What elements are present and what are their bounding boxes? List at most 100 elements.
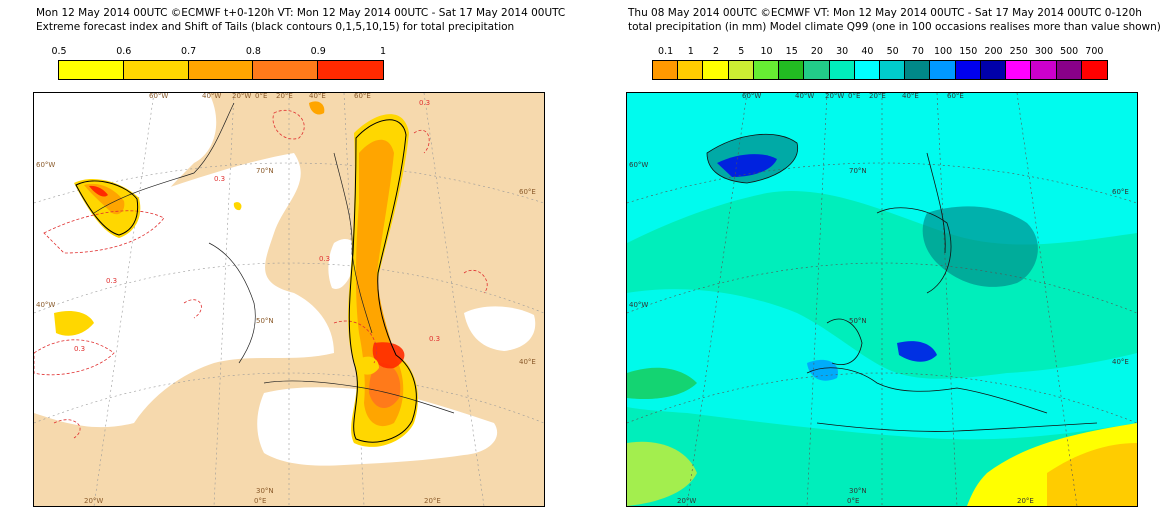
lat-label: 50°N bbox=[256, 317, 274, 325]
efi-map: 0.3 0.3 0.3 0.3 0.3 0.3 60°W 40°W bbox=[33, 92, 545, 507]
lat-label: 40°W bbox=[629, 301, 649, 309]
lat-label: 60°W bbox=[629, 161, 649, 169]
efi-legend: 0.5 0.6 0.7 0.8 0.9 1 bbox=[51, 46, 387, 80]
efi-title-line2: Extreme forecast index and Shift of Tail… bbox=[36, 21, 515, 33]
climate-graticule bbox=[627, 93, 1137, 506]
lon-label: 60°E bbox=[354, 92, 371, 100]
climate-legend-swatch bbox=[905, 61, 931, 79]
climate-legend-label: 5 bbox=[738, 46, 745, 57]
field-azores bbox=[627, 367, 697, 400]
lon-label: 20°E bbox=[869, 92, 886, 100]
lon-label: 20°W bbox=[232, 92, 252, 100]
lon-label: 20°W bbox=[84, 497, 104, 505]
lon-label: 20°E bbox=[1017, 497, 1034, 505]
lon-label: 40°E bbox=[309, 92, 326, 100]
climate-legend-swatch bbox=[1081, 61, 1107, 79]
efi-contour-labels: 0.3 0.3 0.3 0.3 0.3 0.3 bbox=[74, 99, 440, 353]
climate-legend-label: 250 bbox=[1009, 46, 1028, 57]
efi-legend-label: 0.9 bbox=[310, 46, 326, 57]
lon-label: 20°W bbox=[677, 497, 697, 505]
lon-label: 20°W bbox=[825, 92, 845, 100]
lat-label: 30°N bbox=[849, 487, 867, 495]
lon-label: 40°W bbox=[795, 92, 815, 100]
climate-panel: Thu 08 May 2014 00UTC ©ECMWF VT: Mon 12 … bbox=[582, 0, 1162, 515]
lat-label: 60°W bbox=[36, 161, 56, 169]
climate-legend-swatch bbox=[804, 61, 830, 79]
climate-map: 60°W 40°W 20°W 0°E 20°E 40°E 60°E 60°W 4… bbox=[626, 92, 1138, 507]
field-sahara-dryer bbox=[1047, 443, 1137, 506]
efi-legend-swatch bbox=[253, 61, 319, 79]
climate-legend-swatch bbox=[753, 61, 780, 79]
climate-legend-labels: 0.1 1 2 5 10 15 20 30 40 50 70 100 150 200 250 300 500 70… bbox=[652, 46, 1108, 58]
lon-label: 60°E bbox=[947, 92, 964, 100]
contour-label: 0.3 bbox=[106, 277, 117, 285]
climate-legend-swatch bbox=[728, 61, 754, 79]
lon-label: 40°E bbox=[902, 92, 919, 100]
efi-contours bbox=[34, 109, 488, 439]
climate-legend-swatch bbox=[1056, 61, 1082, 79]
lon-label: 0°E bbox=[255, 92, 268, 100]
lat-label: 40°E bbox=[519, 358, 536, 366]
efi-legend-label: 1 bbox=[379, 46, 387, 57]
efi-legend-label: 0.6 bbox=[116, 46, 132, 57]
climate-legend-swatch bbox=[653, 61, 679, 79]
climate-legend-swatch bbox=[703, 61, 729, 79]
climate-legend-swatch bbox=[930, 61, 956, 79]
climate-legend-label: 15 bbox=[785, 46, 798, 57]
climate-legend-label: 150 bbox=[959, 46, 978, 57]
lat-label: 40°W bbox=[36, 301, 56, 309]
climate-legend-label: 100 bbox=[933, 46, 953, 57]
efi-legend-swatch bbox=[188, 61, 254, 79]
efi-legend-swatch bbox=[318, 61, 383, 79]
efi-legend-label: 0.7 bbox=[181, 46, 197, 57]
lat-label: 60°E bbox=[519, 188, 536, 196]
efi-legend-swatch bbox=[123, 61, 189, 79]
efi-legend-bar bbox=[58, 60, 384, 80]
climate-legend-label: 10 bbox=[760, 46, 773, 57]
climate-legend-label: 500 bbox=[1060, 46, 1079, 57]
contour-label: 0.3 bbox=[419, 99, 430, 107]
lat-label: 60°E bbox=[1112, 188, 1129, 196]
contour-label: 0.3 bbox=[74, 345, 85, 353]
coastlines bbox=[93, 102, 455, 414]
climate-legend-label: 1 bbox=[687, 46, 694, 57]
lon-label: 60°W bbox=[742, 92, 762, 100]
climate-legend-label: 300 bbox=[1034, 46, 1054, 57]
climate-legend-label: 20 bbox=[810, 46, 823, 57]
field-greenland-max bbox=[717, 154, 777, 177]
efi-shading bbox=[54, 101, 418, 447]
efi-title-line1: Mon 12 May 2014 00UTC ©ECMWF t+0-120h VT… bbox=[36, 7, 566, 19]
lon-label: 60°W bbox=[149, 92, 169, 100]
black-sea bbox=[464, 306, 536, 351]
lon-label: 0°E bbox=[254, 497, 267, 505]
climate-legend-swatch bbox=[1031, 61, 1057, 79]
climate-legend-swatch bbox=[678, 61, 704, 79]
lat-label: 30°N bbox=[256, 487, 274, 495]
efi-legend-swatch bbox=[59, 61, 124, 79]
climate-legend: 0.1 1 2 5 10 15 20 30 40 50 70 100 150 200 250 300 500 70… bbox=[652, 46, 1108, 80]
climate-legend-bar bbox=[652, 60, 1108, 80]
contour-label: 0.3 bbox=[214, 175, 225, 183]
lat-label: 40°E bbox=[1112, 358, 1129, 366]
climate-legend-label: 200 bbox=[984, 46, 1003, 57]
lat-label: 70°N bbox=[256, 167, 274, 175]
efi-legend-labels: 0.5 0.6 0.7 0.8 0.9 1 bbox=[51, 46, 387, 58]
efi-legend-label: 0.8 bbox=[245, 46, 261, 57]
climate-title: Thu 08 May 2014 00UTC ©ECMWF VT: Mon 12 … bbox=[628, 7, 1161, 33]
lon-label: 20°E bbox=[424, 497, 441, 505]
lon-label: 0°E bbox=[848, 92, 861, 100]
efi-legend-label: 0.5 bbox=[51, 46, 67, 57]
climate-legend-swatch bbox=[854, 61, 880, 79]
climate-legend-swatch bbox=[779, 61, 805, 79]
climate-title-line2: total precipitation (in mm) Model climat… bbox=[628, 21, 1161, 33]
climate-map-canvas bbox=[627, 93, 1137, 506]
climate-legend-swatch bbox=[955, 61, 981, 79]
contour-label: 0.3 bbox=[429, 335, 440, 343]
lon-label: 40°W bbox=[202, 92, 222, 100]
efi-map-canvas: 0.3 0.3 0.3 0.3 0.3 0.3 bbox=[34, 93, 544, 506]
climate-legend-label: 700 bbox=[1085, 46, 1104, 57]
field-iberia bbox=[807, 359, 838, 381]
climate-legend-swatch bbox=[829, 61, 855, 79]
climate-legend-label: 2 bbox=[713, 46, 720, 57]
efi-panel: Mon 12 May 2014 00UTC ©ECMWF t+0-120h VT… bbox=[0, 0, 580, 515]
